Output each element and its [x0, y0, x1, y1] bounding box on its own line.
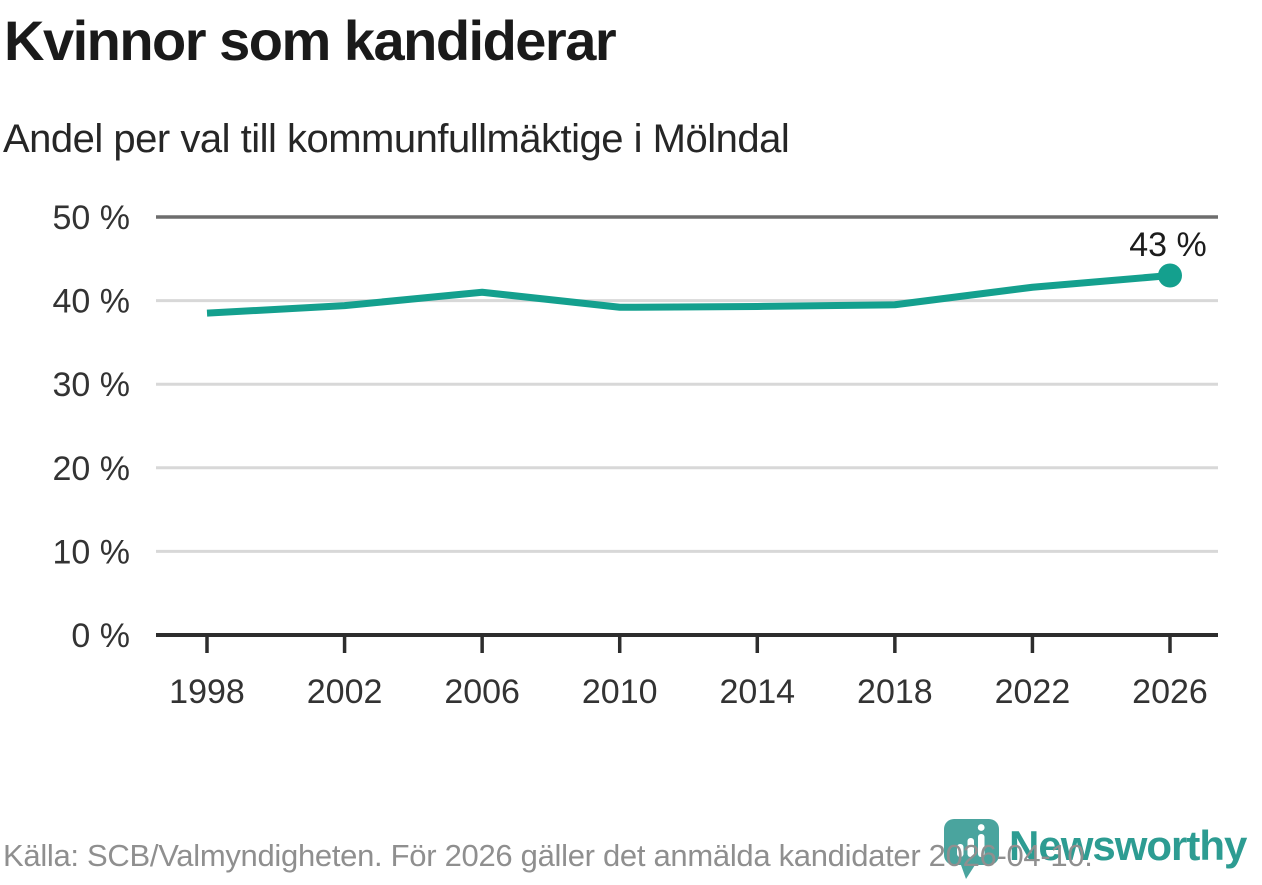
y-tick-label: 30 %: [53, 366, 131, 404]
chart-subtitle: Andel per val till kommunfullmäktige i M…: [3, 117, 790, 161]
end-point-label: 43 %: [1129, 226, 1207, 264]
y-tick-label: 40 %: [53, 283, 131, 321]
data-line: [206, 272, 1171, 317]
bar-chart-pin-icon: [944, 819, 999, 879]
x-tick-label: 2002: [307, 673, 383, 711]
y-tick-label: 10 %: [53, 533, 131, 571]
x-tick-label: 2022: [995, 673, 1071, 711]
x-tick-label: 2010: [582, 673, 658, 711]
x-tick-label: 2026: [1132, 673, 1208, 711]
chart-title: Kvinnor som kandiderar: [4, 9, 617, 72]
x-tick-label: 2006: [444, 673, 520, 711]
newsworthy-wordmark: Newsworthy: [1009, 822, 1247, 869]
newsworthy-logo: Newsworthy: [943, 818, 1262, 880]
x-tick-label: 1998: [169, 673, 245, 711]
y-tick-label: 50 %: [53, 199, 131, 237]
source-note: Källa: SCB/Valmyndigheten. För 2026 gäll…: [3, 838, 1093, 873]
end-point-dot: [1158, 263, 1182, 288]
y-tick-label: 0 %: [71, 617, 130, 655]
y-tick-label: 20 %: [53, 450, 131, 488]
x-tick-label: 2014: [719, 673, 795, 711]
x-tick-label: 2018: [857, 673, 933, 711]
